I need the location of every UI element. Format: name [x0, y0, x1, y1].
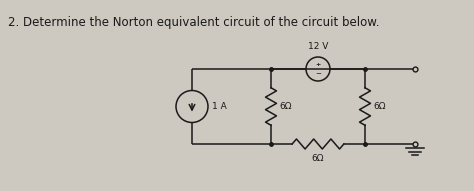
Text: 6Ω: 6Ω: [373, 102, 385, 111]
Text: 1 A: 1 A: [212, 102, 227, 111]
Text: 12 V: 12 V: [308, 42, 328, 51]
Text: 6Ω: 6Ω: [279, 102, 292, 111]
Text: +: +: [315, 62, 320, 67]
Text: −: −: [315, 70, 321, 77]
Text: 6Ω: 6Ω: [312, 154, 324, 163]
Text: 2. Determine the Norton equivalent circuit of the circuit below.: 2. Determine the Norton equivalent circu…: [8, 16, 380, 29]
